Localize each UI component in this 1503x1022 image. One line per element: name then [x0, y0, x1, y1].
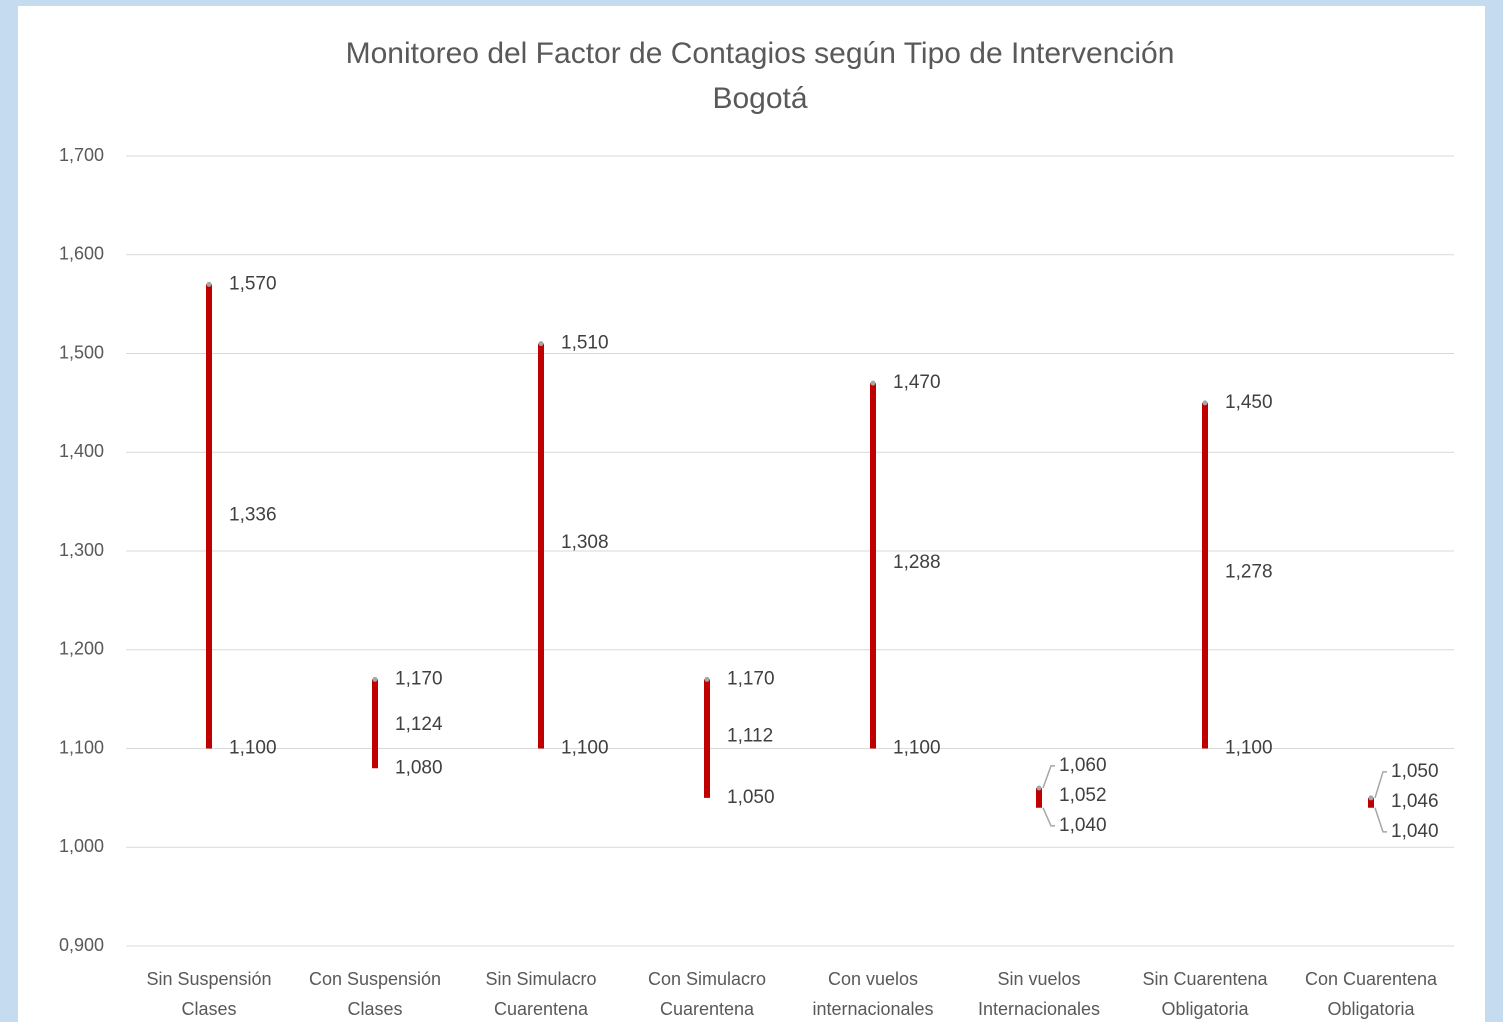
x-tick-label: Con Suspensión — [309, 969, 441, 989]
data-label: 1,050 — [727, 787, 775, 808]
high-marker — [1368, 795, 1374, 801]
high-marker — [1202, 400, 1208, 406]
y-tick-label: 0,900 — [59, 935, 104, 955]
data-label: 1,450 — [1225, 392, 1273, 413]
high-marker — [538, 341, 544, 347]
x-tick-label: Clases — [181, 999, 236, 1019]
data-label: 1,308 — [561, 532, 609, 553]
data-label: 1,112 — [727, 726, 773, 747]
data-label: 1,100 — [1225, 738, 1273, 759]
range-bar — [1368, 797, 1374, 808]
y-tick-label: 1,100 — [59, 737, 104, 757]
data-label: 1,040 — [1391, 821, 1439, 842]
y-tick-label: 1,500 — [59, 342, 104, 362]
leader-line — [1374, 807, 1387, 833]
x-tick-label: Con Cuarentena — [1305, 969, 1438, 989]
range-bar — [870, 383, 876, 749]
data-label: 1,050 — [1391, 761, 1439, 782]
x-tick-label: Cuarentena — [660, 999, 755, 1019]
data-label: 1,100 — [561, 738, 609, 759]
data-label: 1,510 — [561, 333, 609, 354]
y-tick-label: 1,400 — [59, 441, 104, 461]
y-tick-label: 1,000 — [59, 836, 104, 856]
high-marker — [206, 281, 212, 287]
range-bar — [538, 343, 544, 749]
x-tick-label: internacionales — [812, 999, 933, 1019]
x-tick-label: Obligatoria — [1161, 999, 1249, 1019]
high-marker — [704, 676, 710, 682]
data-label: 1,100 — [229, 738, 277, 759]
chart-area — [18, 6, 1485, 1022]
data-label: 1,060 — [1059, 755, 1107, 776]
data-label: 1,046 — [1391, 791, 1439, 812]
data-label: 1,052 — [1059, 785, 1107, 806]
range-bar — [1036, 788, 1042, 808]
data-label: 1,336 — [229, 504, 277, 525]
data-label: 1,278 — [1225, 562, 1273, 583]
y-tick-label: 1,300 — [59, 540, 104, 560]
high-marker — [372, 676, 378, 682]
data-label: 1,080 — [395, 757, 443, 778]
x-tick-label: Con vuelos — [828, 969, 918, 989]
x-tick-label: Sin vuelos — [997, 969, 1080, 989]
leader-line — [1374, 771, 1387, 799]
x-tick-label: Internacionales — [978, 999, 1100, 1019]
chart-title: Monitoreo del Factor de Contagios según … — [346, 37, 1175, 70]
data-label: 1,170 — [395, 668, 443, 689]
data-label: 1,170 — [727, 668, 775, 689]
range-bar — [1202, 402, 1208, 749]
data-label: 1,288 — [893, 552, 941, 573]
data-label: 1,124 — [395, 714, 443, 735]
x-tick-label: Con Simulacro — [648, 969, 766, 989]
y-tick-label: 1,700 — [59, 145, 104, 165]
x-tick-label: Clases — [347, 999, 402, 1019]
range-bar — [206, 284, 212, 749]
x-tick-label: Obligatoria — [1327, 999, 1415, 1019]
y-tick-label: 1,200 — [59, 639, 104, 659]
chart-subtitle: Bogotá — [712, 82, 807, 115]
range-bar — [372, 679, 378, 769]
data-label: 1,470 — [893, 372, 941, 393]
x-tick-label: Sin Simulacro — [485, 969, 596, 989]
leader-line — [1042, 765, 1055, 789]
data-label: 1,100 — [893, 738, 941, 759]
y-tick-label: 1,600 — [59, 244, 104, 264]
x-tick-label: Cuarentena — [494, 999, 589, 1019]
data-label: 1,040 — [1059, 815, 1107, 836]
x-tick-label: Sin Cuarentena — [1142, 969, 1268, 989]
high-marker — [1036, 785, 1042, 791]
range-bar — [704, 679, 710, 798]
x-tick-label: Sin Suspensión — [146, 969, 271, 989]
data-label: 1,570 — [229, 273, 277, 294]
high-marker — [870, 380, 876, 386]
leader-line — [1042, 807, 1055, 827]
